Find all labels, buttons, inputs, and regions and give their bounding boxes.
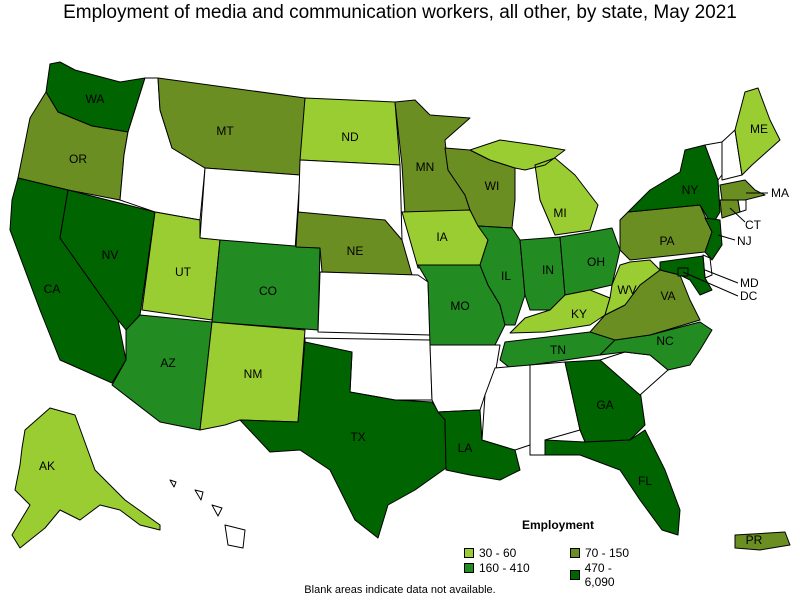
- label-DC: DC: [740, 289, 758, 303]
- state-FL[interactable]: [529, 429, 681, 536]
- label-NV: NV: [102, 248, 119, 262]
- label-ND: ND: [341, 130, 359, 144]
- leader-CT: [729, 207, 746, 223]
- legend-swatch-4: [570, 570, 580, 580]
- label-GA: GA: [596, 398, 613, 412]
- label-CO: CO: [259, 284, 277, 298]
- leader-DC: [682, 271, 739, 297]
- state-CT[interactable]: [719, 199, 741, 219]
- label-WA: WA: [86, 92, 105, 106]
- label-NJ: NJ: [737, 234, 752, 248]
- state-WY[interactable]: [199, 167, 301, 251]
- state-PA[interactable]: [619, 204, 713, 261]
- label-PR: PR: [746, 533, 763, 547]
- legend-label-3: 160 - 410: [479, 561, 530, 575]
- label-PA: PA: [659, 234, 674, 248]
- label-NC: NC: [656, 334, 674, 348]
- label-AK: AK: [39, 459, 55, 473]
- state-KS[interactable]: [317, 271, 431, 336]
- legend-item-1: 30 - 60: [464, 546, 516, 560]
- legend-item-2: 70 - 150: [570, 546, 629, 560]
- state-PR[interactable]: [734, 531, 791, 551]
- legend-item-4: 470 - 6,090: [570, 561, 642, 589]
- state-HI[interactable]: [169, 479, 246, 549]
- label-NM: NM: [244, 367, 263, 381]
- label-MD: MD: [740, 276, 759, 290]
- footnote: Blank areas indicate data not available.: [304, 584, 496, 596]
- label-LA: LA: [458, 441, 473, 455]
- state-WV[interactable]: [604, 259, 661, 316]
- state-LA[interactable]: [437, 409, 521, 481]
- legend-swatch-3: [464, 563, 474, 573]
- leader-NJ: [717, 234, 736, 241]
- state-NJ[interactable]: [704, 217, 723, 261]
- legend-title: Employment: [522, 518, 595, 532]
- label-MT: MT: [216, 124, 234, 138]
- state-RI[interactable]: [737, 199, 747, 213]
- state-ME[interactable]: [734, 87, 781, 176]
- state-TX[interactable]: [239, 341, 447, 539]
- legend-item-3: 160 - 410: [464, 561, 530, 575]
- legend-label-4: 470 - 6,090: [584, 561, 615, 589]
- label-IL: IL: [501, 269, 511, 283]
- legend-swatch-1: [464, 548, 474, 558]
- state-IL[interactable]: [477, 225, 526, 326]
- legend-swatch-2: [570, 548, 580, 558]
- label-OH: OH: [587, 255, 605, 269]
- map-title: Employment of media and communication wo…: [63, 2, 737, 23]
- legend-label-2: 70 - 150: [585, 546, 630, 560]
- state-MA[interactable]: [719, 179, 766, 201]
- label-MA: MA: [771, 186, 789, 200]
- label-AZ: AZ: [160, 356, 175, 370]
- label-MN: MN: [416, 160, 435, 174]
- label-MI: MI: [553, 206, 566, 220]
- label-WV: WV: [617, 283, 636, 297]
- label-IN: IN: [542, 263, 554, 277]
- label-CA: CA: [44, 282, 61, 296]
- label-NY: NY: [682, 183, 699, 197]
- label-CT: CT: [745, 218, 762, 232]
- state-AK[interactable]: [11, 407, 161, 549]
- label-OR: OR: [69, 152, 87, 166]
- leader-MD: [704, 269, 739, 284]
- label-WI: WI: [485, 179, 500, 193]
- state-AZ[interactable]: [111, 314, 213, 431]
- label-KY: KY: [571, 307, 587, 321]
- state-MI[interactable]: [469, 139, 599, 236]
- label-NE: NE: [347, 244, 364, 258]
- label-ME: ME: [750, 122, 768, 136]
- label-IA: IA: [436, 230, 447, 244]
- label-FL: FL: [638, 474, 652, 488]
- state-KY[interactable]: [509, 289, 611, 334]
- label-TX: TX: [350, 430, 365, 444]
- state-AR[interactable]: [429, 344, 501, 413]
- label-MO: MO: [450, 299, 469, 313]
- legend-label-1: 30 - 60: [479, 546, 517, 560]
- label-TN: TN: [550, 343, 566, 357]
- label-UT: UT: [175, 265, 192, 279]
- label-VA: VA: [660, 289, 675, 303]
